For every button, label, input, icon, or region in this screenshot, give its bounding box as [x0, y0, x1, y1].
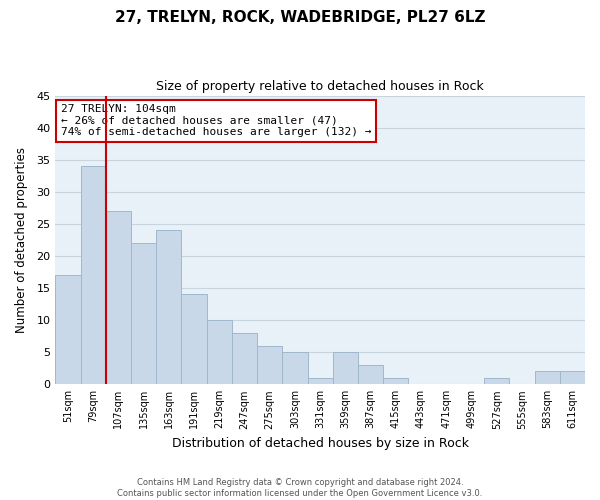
Bar — [484, 378, 509, 384]
Text: 27 TRELYN: 104sqm
← 26% of detached houses are smaller (47)
74% of semi-detached: 27 TRELYN: 104sqm ← 26% of detached hous… — [61, 104, 371, 138]
Title: Size of property relative to detached houses in Rock: Size of property relative to detached ho… — [156, 80, 484, 93]
Bar — [181, 294, 206, 384]
Bar — [308, 378, 333, 384]
Bar — [156, 230, 181, 384]
Bar — [257, 346, 283, 385]
Bar — [131, 243, 156, 384]
Bar — [333, 352, 358, 384]
Bar — [383, 378, 409, 384]
Bar — [55, 275, 80, 384]
Y-axis label: Number of detached properties: Number of detached properties — [15, 147, 28, 333]
Text: Contains HM Land Registry data © Crown copyright and database right 2024.
Contai: Contains HM Land Registry data © Crown c… — [118, 478, 482, 498]
X-axis label: Distribution of detached houses by size in Rock: Distribution of detached houses by size … — [172, 437, 469, 450]
Bar — [206, 320, 232, 384]
Bar — [535, 372, 560, 384]
Bar — [80, 166, 106, 384]
Text: 27, TRELYN, ROCK, WADEBRIDGE, PL27 6LZ: 27, TRELYN, ROCK, WADEBRIDGE, PL27 6LZ — [115, 10, 485, 25]
Bar — [232, 333, 257, 384]
Bar — [560, 372, 585, 384]
Bar — [106, 211, 131, 384]
Bar — [283, 352, 308, 384]
Bar — [358, 365, 383, 384]
